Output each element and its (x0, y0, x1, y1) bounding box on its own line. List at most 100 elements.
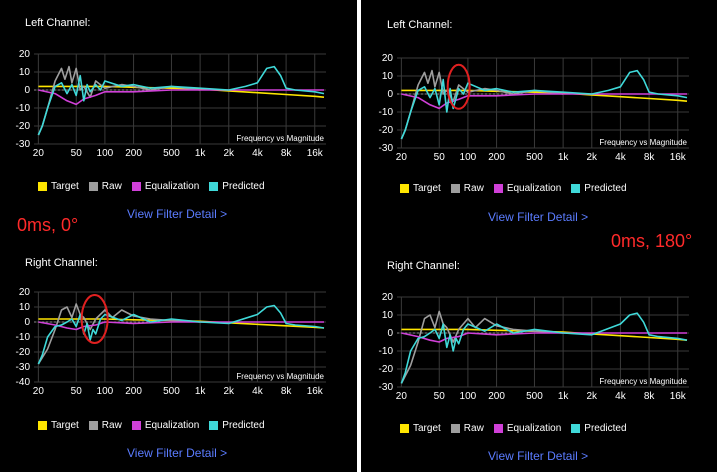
legend-raw-label: Raw (463, 423, 484, 434)
x-tick-label: 50 (434, 391, 446, 401)
y-tick-label: 0 (387, 328, 393, 339)
y-tick-label: -40 (16, 377, 31, 388)
y-tick-label: 20 (382, 54, 394, 64)
legend-target: Target (38, 420, 79, 431)
x-tick-label: 1k (558, 391, 570, 401)
y-tick-label: 10 (382, 71, 394, 82)
x-tick-label: 500 (526, 152, 543, 162)
view-filter-detail-link-left[interactable]: View Filter Detail > (488, 210, 589, 224)
legend-equalization-label: Equalization (144, 181, 200, 192)
x-tick-label: 100 (460, 391, 477, 401)
legend-raw: Raw (450, 183, 484, 194)
view-filter-detail-link-left[interactable]: View Filter Detail > (127, 207, 228, 221)
annotation-0ms-0deg: 0ms, 0° (17, 215, 79, 235)
x-tick-label: 500 (163, 386, 180, 396)
y-tick-label: -30 (379, 382, 394, 393)
legend-raw: Raw (450, 423, 484, 434)
x-tick-label: 200 (488, 391, 505, 401)
view-filter-detail-link-right[interactable]: View Filter Detail > (488, 449, 589, 463)
x-tick-label: 4k (252, 386, 264, 396)
y-tick-label: 20 (19, 288, 31, 298)
y-tick-label: 10 (19, 67, 31, 78)
x-tick-label: 4k (615, 152, 627, 162)
legend-equalization: Equalization (131, 420, 199, 431)
y-tick-label: -10 (16, 103, 31, 114)
series-raw (400, 69, 564, 140)
equalization-swatch-icon (131, 421, 141, 430)
y-tick-label: -30 (379, 143, 394, 154)
x-tick-label: 8k (644, 391, 656, 401)
series-target (38, 85, 325, 98)
legend-equalization: Equalization (131, 181, 200, 192)
y-tick-label: 10 (19, 302, 31, 313)
x-tick-label: 100 (97, 148, 114, 158)
x-tick-label: 500 (526, 391, 543, 401)
series-raw (37, 303, 201, 365)
x-tick-label: 16k (670, 152, 687, 162)
legend: Target Raw Equalization Predicted (400, 183, 627, 194)
legend-equalization: Equalization (493, 423, 561, 434)
y-tick-label: -20 (16, 347, 31, 358)
legend-target-label: Target (51, 181, 79, 192)
legend-target-label: Target (413, 423, 441, 434)
legend-predicted-label: Predicted (222, 181, 265, 192)
y-tick-label: 0 (24, 85, 30, 96)
series-equalization (38, 321, 324, 331)
legend-target: Target (400, 183, 441, 194)
x-tick-label: 8k (281, 148, 293, 158)
chart-caption: Frequency vs Magnitude (599, 138, 687, 147)
x-tick-label: 1k (558, 152, 570, 162)
legend-target: Target (400, 423, 441, 434)
right-channel-title: Right Channel: (25, 257, 98, 269)
series-predicted (400, 312, 688, 384)
x-tick-label: 1k (195, 148, 207, 158)
x-tick-label: 16k (307, 386, 324, 396)
chart-caption: Frequency vs Magnitude (236, 134, 324, 143)
y-tick-label: -10 (16, 332, 31, 343)
chart-left-180deg: 20 10 0 -10 -20 -30 20 50 100 200 500 1k 2k 4k 8k 16k Fr… (367, 54, 695, 162)
legend-raw-label: Raw (101, 420, 122, 431)
predicted-swatch-icon (209, 421, 219, 430)
x-tick-label: 4k (252, 148, 264, 158)
legend-predicted-label: Predicted (584, 183, 627, 194)
y-tick-label: 20 (19, 50, 31, 60)
x-tick-label: 200 (125, 386, 142, 396)
chart-right-0deg: 20 10 0 -10 -20 -30 -40 20 50 100 200 500 1k 2k 4k 8k 16… (4, 288, 332, 396)
series-predicted (37, 304, 325, 365)
legend-predicted: Predicted (571, 423, 627, 434)
x-tick-label: 100 (97, 386, 114, 396)
legend-predicted: Predicted (209, 420, 265, 431)
y-tick-label: 0 (24, 317, 30, 328)
chart-caption: Frequency vs Magnitude (599, 377, 687, 386)
x-tick-label: 200 (488, 152, 505, 162)
predicted-swatch-icon (209, 182, 219, 191)
series-equalization (401, 93, 687, 110)
y-tick-label: -20 (379, 364, 394, 375)
predicted-swatch-icon (571, 184, 581, 193)
target-swatch-icon (400, 424, 409, 433)
legend-target: Target (38, 181, 79, 192)
y-tick-label: -10 (379, 107, 394, 118)
legend-raw-label: Raw (463, 183, 484, 194)
x-tick-label: 200 (125, 148, 142, 158)
legend-predicted-label: Predicted (584, 423, 627, 434)
raw-swatch-icon (450, 184, 460, 193)
x-tick-label: 50 (434, 152, 446, 162)
legend-target-label: Target (413, 183, 441, 194)
series-predicted (37, 65, 325, 136)
x-tick-label: 8k (281, 386, 293, 396)
left-channel-title: Left Channel: (25, 17, 91, 29)
x-tick-label: 100 (460, 152, 477, 162)
legend: Target Raw Equalization Predicted (38, 181, 265, 192)
x-tick-label: 16k (307, 148, 324, 158)
y-tick-label: 10 (382, 310, 394, 321)
y-tick-label: -30 (16, 362, 31, 373)
chart-left-0deg: 20 10 0 -10 -20 -30 20 50 100 200 500 1k 2k 4k 8k 16k Fr… (4, 50, 332, 158)
y-tick-label: -30 (16, 139, 31, 150)
x-tick-label: 8k (644, 152, 656, 162)
view-filter-detail-link-right[interactable]: View Filter Detail > (127, 446, 228, 460)
x-tick-label: 20 (33, 148, 45, 158)
